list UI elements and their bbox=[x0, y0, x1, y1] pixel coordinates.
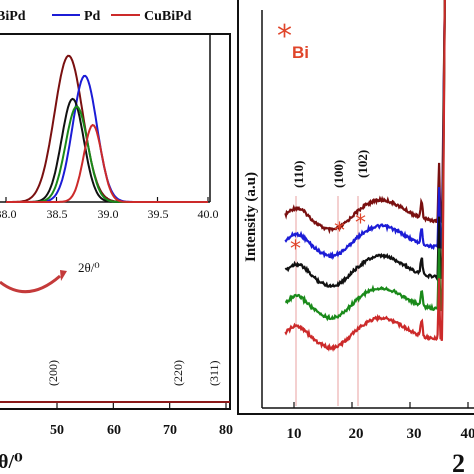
right-xlabel: 2 bbox=[452, 449, 465, 474]
xrd-curve-3 bbox=[285, 0, 446, 322]
plane-label-220: (220) bbox=[171, 360, 185, 386]
inset-arrow-head bbox=[60, 270, 67, 281]
right-tick-label: 10 bbox=[287, 426, 302, 442]
main-tick-label: 60 bbox=[107, 423, 121, 438]
inset-xlabel: 2θ/⁰ bbox=[78, 260, 100, 275]
inset-tick-label: 39.0 bbox=[98, 207, 119, 221]
right-tick-label: 30 bbox=[407, 426, 422, 442]
right-tick-label: 40 bbox=[461, 426, 474, 442]
xrd-curve-0 bbox=[284, 0, 446, 235]
left-panel-frame bbox=[0, 33, 231, 410]
xrd-curve-1 bbox=[284, 0, 446, 261]
plane-label-110: (110) bbox=[291, 161, 306, 188]
right-panel-frame bbox=[237, 0, 474, 415]
inset-peak-4 bbox=[6, 123, 208, 203]
inset-peak-2 bbox=[6, 97, 208, 203]
bi-label: Bi bbox=[292, 43, 309, 62]
legend-label-bipd: BiPd bbox=[0, 9, 26, 24]
xrd-curve-2 bbox=[284, 0, 446, 289]
main-tick-label: 50 bbox=[50, 423, 64, 438]
legend: BiPd Pd CuBiPd bbox=[0, 9, 192, 24]
main-tick-label: 70 bbox=[163, 423, 177, 438]
bi-star-marker: * bbox=[277, 19, 292, 54]
plane-label-311: (311) bbox=[207, 360, 221, 386]
plane-label-200: (200) bbox=[46, 360, 60, 386]
inset-arrow bbox=[0, 274, 61, 294]
inset-tick-label: 40.0 bbox=[198, 207, 219, 221]
inset-tick-label: 38.5 bbox=[47, 207, 68, 221]
inset-peak-3 bbox=[6, 105, 208, 203]
plane-label-102: (102) bbox=[355, 150, 370, 178]
inset-tick-label: 38.0 bbox=[0, 207, 17, 221]
main-xlabel: θ/⁰ bbox=[0, 451, 23, 473]
bi-curve-marker: * bbox=[355, 211, 366, 236]
right-ylabel: Intensity (a.u) bbox=[243, 172, 259, 262]
bi-curve-marker: * bbox=[290, 237, 301, 262]
inset-plot: 38.0 38.5 39.0 39.5 40.0 bbox=[0, 34, 219, 221]
inset-peak-1 bbox=[6, 74, 208, 203]
main-tick-label: 80 bbox=[219, 423, 233, 438]
legend-label-pd: Pd bbox=[84, 9, 101, 24]
plane-label-100: (100) bbox=[331, 160, 346, 188]
xrd-curve-4 bbox=[284, 0, 446, 353]
legend-label-cubipd: CuBiPd bbox=[144, 9, 192, 24]
bi-curve-marker: * bbox=[334, 219, 345, 244]
right-tick-label: 20 bbox=[349, 426, 364, 442]
inset-tick-label: 39.5 bbox=[148, 207, 169, 221]
